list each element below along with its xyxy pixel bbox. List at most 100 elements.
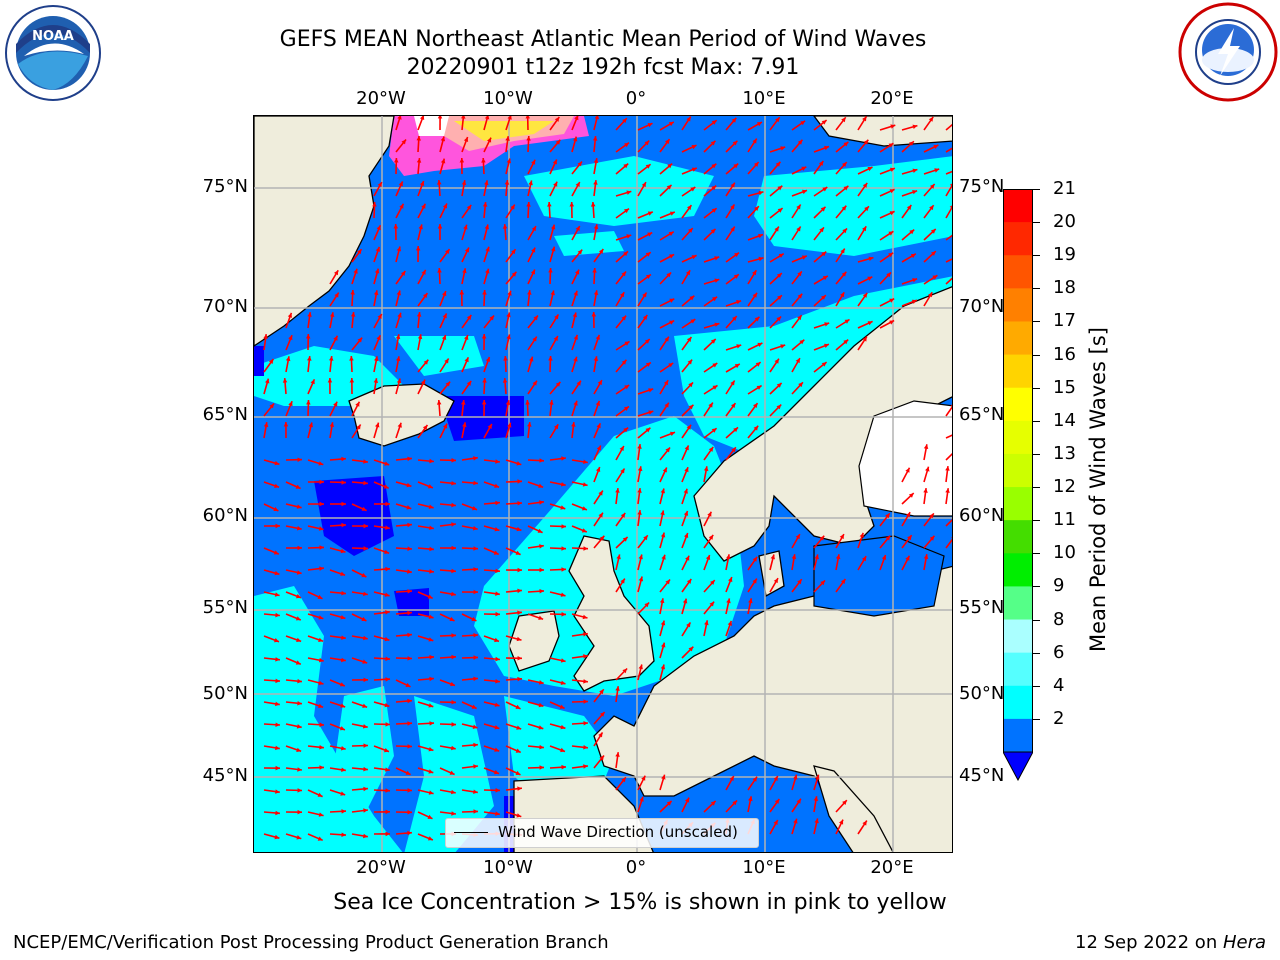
wave-direction-arrow — [945, 452, 952, 461]
nws-logo-icon — [1178, 2, 1278, 102]
colorbar-tick-label: 6 — [1053, 641, 1065, 663]
wave-direction-arrowhead — [773, 578, 778, 584]
wave-direction-arrowhead — [384, 461, 390, 466]
colorbar-tick-label: 10 — [1053, 542, 1076, 564]
wave-direction-arrowhead — [752, 292, 757, 298]
wave-direction-arrowhead — [307, 312, 312, 317]
wave-direction-arrowhead — [283, 422, 289, 427]
wave-direction-arrowhead — [407, 744, 412, 749]
wave-direction-arrowhead — [663, 380, 669, 386]
wave-direction-arrowhead — [666, 801, 672, 806]
wave-direction-arrowhead — [560, 505, 566, 510]
wave-direction-arrowhead — [707, 511, 712, 517]
wave-direction-arrowhead — [306, 400, 311, 405]
wave-direction-arrowhead — [660, 488, 665, 494]
wave-direction-arrowhead — [814, 818, 819, 824]
colorbar-tick-label: 21 — [1053, 178, 1076, 199]
wave-direction-arrowhead — [511, 271, 517, 277]
wave-direction-arrowhead — [645, 362, 651, 367]
wave-direction-arrowhead — [596, 423, 601, 429]
wave-direction-arrowhead — [621, 359, 627, 365]
wave-direction-arrowhead — [407, 546, 412, 551]
wave-direction-arrowhead — [527, 290, 532, 295]
wave-direction-arrowhead — [437, 268, 442, 273]
wave-direction-arrowhead — [397, 116, 402, 120]
wave-direction-arrowhead — [341, 767, 346, 772]
wave-direction-arrowhead — [538, 702, 544, 708]
wave-direction-arrowhead — [297, 678, 302, 684]
lat-label-left: 70°N — [202, 296, 248, 317]
wave-direction-arrowhead — [363, 480, 368, 486]
wave-direction-arrowhead — [341, 501, 346, 507]
wave-direction-arrowhead — [711, 185, 717, 191]
wave-direction-arrowhead — [547, 202, 552, 207]
wave-direction-arrowhead — [862, 292, 868, 298]
wave-direction-arrowhead — [862, 820, 867, 826]
wave-direction-arrowhead — [537, 528, 543, 533]
wave-direction-arrowhead — [668, 363, 674, 368]
wave-direction-arrowhead — [319, 722, 324, 727]
wave-direction-arrowhead — [691, 255, 697, 260]
colorbar-swatch — [1003, 586, 1033, 621]
wave-direction-arrowhead — [801, 255, 807, 260]
wave-direction-arrowhead — [928, 116, 934, 122]
wave-direction-arrowhead — [668, 231, 674, 236]
wave-direction-arrowhead — [553, 336, 558, 341]
wave-direction-arrowhead — [665, 139, 670, 145]
wave-direction-arrowhead — [274, 460, 280, 466]
wave-direction-arrow — [945, 405, 952, 417]
wave-direction-arrowhead — [822, 187, 828, 192]
wave-direction-arrowhead — [839, 534, 844, 540]
wave-direction-arrowhead — [712, 363, 718, 368]
wave-direction-arrowhead — [318, 657, 324, 663]
wave-direction-arrowhead — [912, 278, 918, 283]
wave-direction-arrowhead — [951, 536, 952, 539]
wave-direction-arrowhead — [581, 528, 587, 533]
wave-direction-arrowhead — [407, 589, 412, 594]
wave-direction-arrowhead — [339, 726, 345, 731]
wave-direction-arrowhead — [909, 141, 914, 146]
colorbar-tick-label: 9 — [1053, 575, 1065, 597]
wave-direction-arrowhead — [318, 615, 324, 620]
wave-direction-arrowhead — [862, 182, 868, 188]
wave-direction-arrowhead — [686, 424, 691, 430]
colorbar-tick-label: 4 — [1053, 674, 1065, 696]
wave-direction-arrowhead — [729, 776, 734, 781]
colorbar-tick-label: 2 — [1053, 707, 1065, 729]
wave-direction-arrowhead — [929, 513, 934, 519]
wave-direction-arrowhead — [288, 401, 293, 407]
colorbar-tick-mark — [1033, 453, 1040, 455]
wave-direction-arrowhead — [705, 555, 711, 560]
wave-direction-arrowhead — [420, 116, 425, 120]
wave-direction-arrowhead — [637, 510, 642, 515]
wave-direction-arrowhead — [928, 292, 933, 298]
wave-direction-arrowhead — [881, 555, 887, 560]
wave-direction-arrowhead — [753, 403, 758, 408]
wave-direction-arrowhead — [363, 591, 368, 597]
wave-direction-arrowhead — [592, 136, 598, 141]
wave-direction-arrowhead — [466, 315, 472, 320]
wave-direction-arrowhead — [906, 205, 912, 210]
wave-direction-arrowhead — [560, 680, 566, 685]
wave-direction-arrowhead — [554, 117, 560, 122]
wave-direction-arrowhead — [334, 292, 339, 298]
colorbar-swatch — [1003, 718, 1033, 753]
wave-direction-arrowhead — [945, 466, 950, 471]
wave-direction-arrowhead — [407, 830, 412, 836]
wave-direction-arrowhead — [421, 203, 426, 209]
wave-direction-arrowhead — [482, 378, 487, 383]
wave-direction-arrowhead — [362, 703, 368, 708]
wave-direction-arrowhead — [840, 292, 845, 298]
wave-direction-arrowhead — [841, 117, 846, 123]
colorbar-swatch — [1003, 520, 1033, 554]
svalbard — [813, 116, 952, 147]
wave-direction-arrowhead — [525, 400, 530, 405]
wave-direction-arrowhead — [437, 116, 443, 119]
wave-direction-arrowhead — [274, 638, 279, 643]
wave-direction-arrowhead — [297, 809, 302, 815]
wave-direction-arrowhead — [862, 116, 867, 122]
wave-direction-arrowhead — [569, 202, 574, 207]
wave-direction-arrowhead — [461, 180, 467, 185]
wave-direction-arrowhead — [363, 677, 368, 683]
wave-direction-arrowhead — [423, 359, 429, 365]
